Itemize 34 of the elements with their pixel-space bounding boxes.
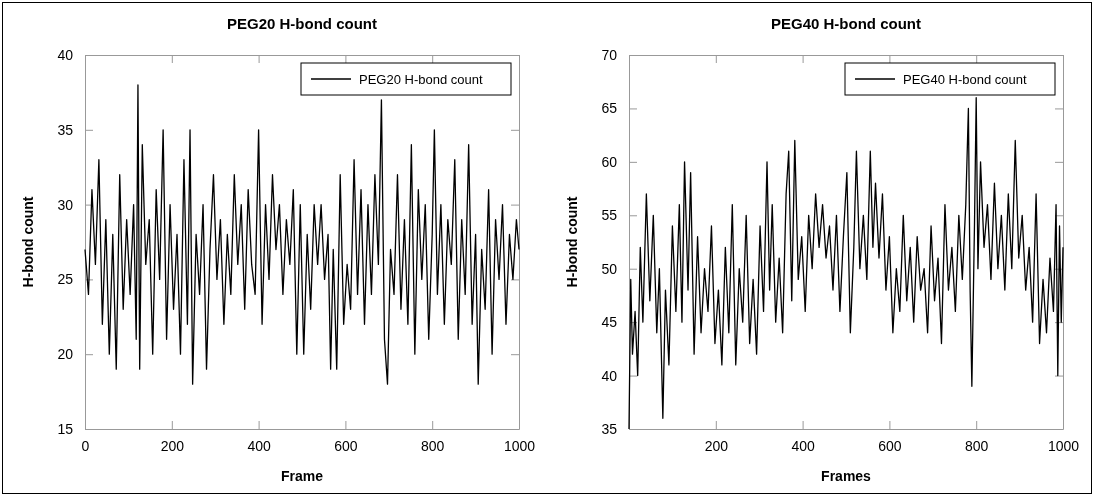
- x-tick-label: 600: [334, 437, 358, 454]
- y-tick-label: 65: [601, 100, 618, 117]
- y-tick-label: 50: [601, 260, 618, 277]
- y-tick-label: 35: [601, 420, 618, 437]
- y-tick-label: 15: [57, 420, 74, 437]
- legend-label: PEG40 H-bond count: [903, 72, 1027, 87]
- x-tick-label: 1000: [503, 437, 536, 454]
- legend-label: PEG20 H-bond count: [359, 72, 483, 87]
- x-tick-label: 200: [704, 437, 729, 454]
- x-tick-label: 800: [421, 437, 445, 454]
- y-tick-label: 40: [57, 46, 74, 63]
- x-tick-label: 400: [247, 437, 271, 454]
- x-tick-label: 800: [965, 437, 989, 454]
- x-tick-label: 600: [878, 437, 902, 454]
- line-series: [84, 84, 520, 385]
- chart-title: PEG40 H-bond count: [771, 15, 921, 32]
- x-axis-title: Frames: [821, 468, 872, 484]
- y-tick-label: 30: [57, 196, 74, 213]
- y-tick-label: 40: [601, 367, 618, 384]
- y-tick-label: 45: [601, 314, 618, 331]
- y-tick-label: 70: [601, 46, 618, 63]
- chart-title: PEG20 H-bond count: [227, 15, 377, 32]
- x-tick-label: 1000: [1047, 437, 1080, 454]
- y-tick-label: 35: [57, 121, 74, 138]
- y-axis-title: H-bond count: [20, 196, 36, 288]
- y-tick-label: 25: [57, 271, 74, 288]
- x-tick-label: 0: [81, 437, 90, 454]
- y-tick-label: 20: [57, 346, 74, 363]
- y-axis-title: H-bond count: [564, 196, 580, 288]
- x-axis-title: Frame: [280, 468, 324, 484]
- x-tick-label: 400: [791, 437, 815, 454]
- y-tick-label: 55: [601, 207, 618, 224]
- x-tick-label: 200: [160, 437, 185, 454]
- y-tick-label: 60: [601, 153, 618, 170]
